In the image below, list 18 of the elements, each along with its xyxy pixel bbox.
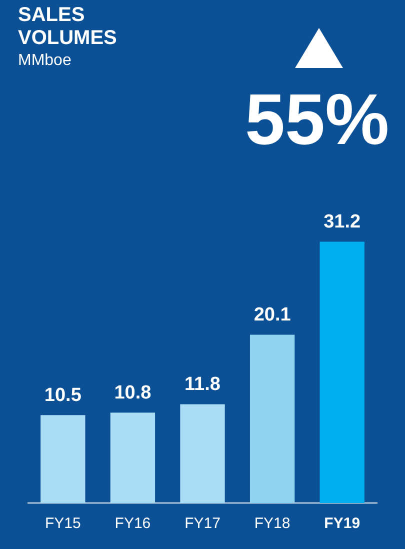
- data-label: 31.2: [324, 212, 361, 233]
- bar: [40, 415, 86, 503]
- chart-subtitle: MMboe: [18, 52, 72, 70]
- x-tick-label: FY18: [254, 515, 290, 532]
- chart-title: SALES VOLUMES: [18, 4, 118, 50]
- data-label: 10.8: [114, 382, 152, 404]
- bar: [320, 242, 364, 503]
- data-label: 11.8: [184, 374, 220, 395]
- x-tick-label: FY15: [44, 515, 81, 532]
- x-tick-label: FY19: [324, 515, 360, 532]
- x-tick-label: FY17: [184, 515, 220, 532]
- text: 55%: [245, 79, 390, 162]
- x-tick-label: FY16: [114, 515, 151, 532]
- bar: [180, 404, 225, 503]
- bar: [110, 412, 156, 503]
- bar: [250, 334, 295, 503]
- data-label: 10.5: [44, 384, 82, 406]
- data-label: 20.1: [254, 304, 292, 326]
